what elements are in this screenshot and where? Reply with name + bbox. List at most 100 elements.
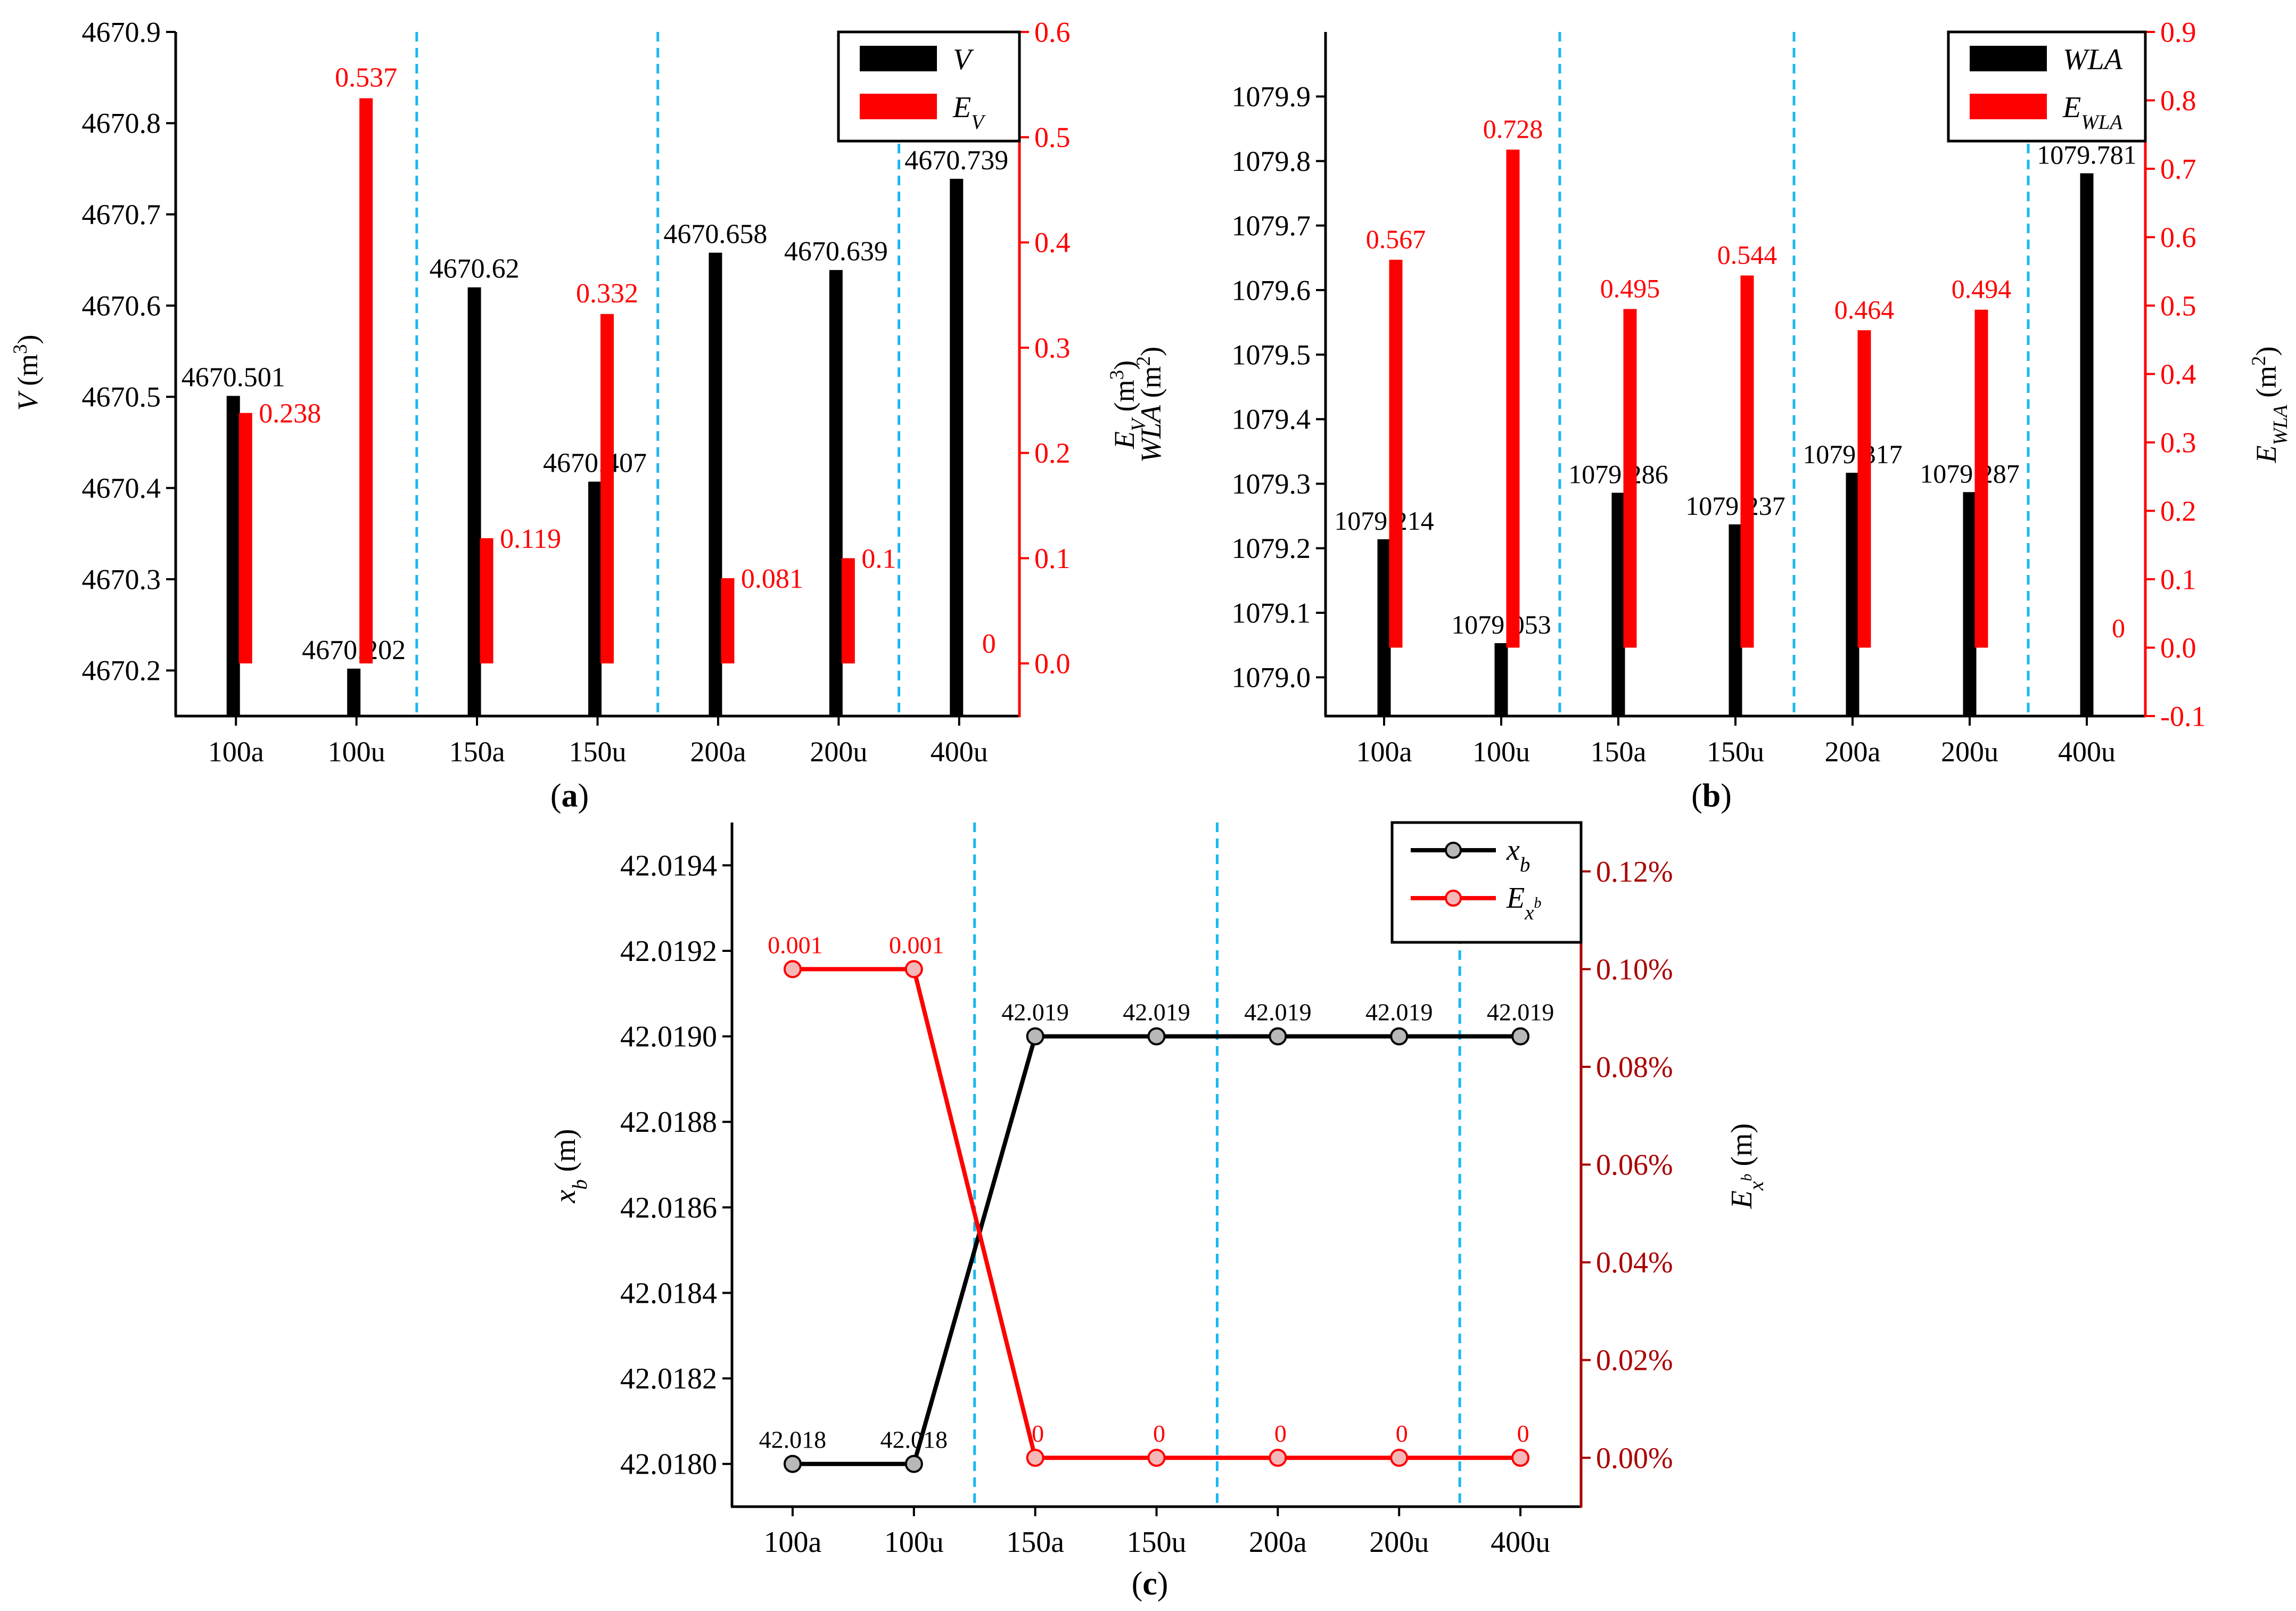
- data-label-V: 4670.202: [302, 635, 406, 665]
- data-label-E_x_b: 0.001: [768, 931, 823, 958]
- point-E_x_b: [1511, 1449, 1530, 1467]
- x-tick-label: 400u: [931, 736, 988, 768]
- x-tick-label: 150u: [1707, 736, 1764, 768]
- data-label-E_V: 0.119: [500, 524, 561, 554]
- point-E_x_b: [1147, 1449, 1166, 1467]
- x-tick-label: 100a: [763, 1526, 821, 1559]
- right-y-tick-label: -0.1: [2160, 700, 2206, 732]
- x-tick-label: 200u: [1369, 1526, 1429, 1559]
- bar-V: [709, 252, 722, 716]
- legend-label: V: [953, 43, 974, 76]
- bar-E_V: [359, 98, 373, 664]
- right-y-tick-label: 0.2: [2160, 495, 2196, 527]
- right-y-axis-title: Exb (m): [1725, 1123, 1768, 1209]
- left-y-tick-label: 1079.1: [1232, 597, 1311, 629]
- right-y-tick-label: 0.0: [1034, 648, 1071, 680]
- right-y-axis-title: EWLA (m2): [2248, 347, 2292, 464]
- point-x_b: [1390, 1027, 1409, 1046]
- left-y-tick-label: 1079.8: [1232, 145, 1311, 177]
- left-y-tick-label: 1079.6: [1232, 274, 1311, 306]
- x-tick-label: 200u: [810, 736, 867, 768]
- x-tick-label: 150a: [449, 736, 505, 768]
- left-y-axis-title: xb (m): [549, 1129, 591, 1203]
- legend-label: WLA: [2063, 43, 2123, 76]
- right-y-tick-label: 0.1: [1034, 543, 1071, 574]
- x-tick-label: 150u: [569, 736, 627, 768]
- data-label-x_b: 42.019: [1123, 999, 1190, 1026]
- bar-E_WLA: [1623, 309, 1637, 648]
- x-tick-label: 400u: [1491, 1526, 1550, 1559]
- x-tick-label: 100u: [884, 1526, 944, 1559]
- data-label-E_V: 0.332: [576, 278, 638, 309]
- left-y-tick-label: 1079.2: [1232, 532, 1311, 564]
- right-y-tick-label: 0.2: [1034, 437, 1071, 469]
- point-x_b: [1026, 1027, 1044, 1046]
- data-label-WLA: 1079.053: [1451, 610, 1551, 639]
- legend-swatch: [860, 94, 937, 119]
- right-y-tick-label: 0.02%: [1596, 1344, 1673, 1377]
- legend-swatch: [860, 46, 937, 71]
- data-label-E_WLA: 0.494: [1952, 274, 2012, 304]
- bar-V: [467, 287, 481, 716]
- data-label-E_V: 0.537: [335, 63, 397, 93]
- data-label-E_WLA: 0.464: [1834, 294, 1895, 324]
- panel-caption: (a): [550, 778, 589, 814]
- legend-box: [1390, 821, 1583, 944]
- bar-V: [829, 270, 843, 716]
- data-label-x_b: 42.018: [880, 1426, 948, 1453]
- left-y-tick-label: 4670.4: [82, 472, 161, 504]
- left-y-tick-label: 4670.5: [82, 381, 161, 413]
- bar-E_V: [841, 558, 855, 664]
- data-label-E_V: 0.081: [741, 564, 803, 594]
- left-y-axis-title: V (m3): [10, 335, 44, 411]
- data-label-x_b: 42.019: [1487, 999, 1554, 1026]
- point-E_x_b: [1390, 1449, 1409, 1467]
- data-label-WLA: 1079.287: [1920, 458, 2020, 488]
- data-label-E_V: 0: [982, 629, 996, 659]
- bar-V: [347, 668, 361, 716]
- right-y-tick-label: 0.08%: [1596, 1051, 1673, 1084]
- data-label-WLA: 1079.214: [1334, 506, 1434, 536]
- data-label-x_b: 42.019: [1244, 999, 1312, 1026]
- right-y-tick-label: 0.4: [1034, 227, 1071, 259]
- data-label-WLA: 1079.781: [2037, 139, 2137, 169]
- bar-E_WLA: [1506, 150, 1520, 648]
- left-y-tick-label: 4670.3: [82, 563, 161, 595]
- panel-caption: (b): [1691, 778, 1732, 814]
- point-x_b: [783, 1454, 802, 1473]
- legend-swatch: [1970, 94, 2047, 119]
- bar-WLA: [1494, 643, 1508, 716]
- bar-E_WLA: [1740, 275, 1754, 648]
- data-label-E_V: 0.1: [861, 544, 896, 574]
- left-y-tick-label: 42.0186: [620, 1191, 717, 1224]
- x-tick-label: 100a: [208, 736, 264, 768]
- right-y-axis-title: EV (m3): [1106, 360, 1150, 449]
- bar-E_V: [238, 413, 252, 664]
- left-y-tick-label: 1079.0: [1232, 662, 1311, 694]
- bar-E_WLA: [1974, 309, 1988, 648]
- left-y-tick-label: 4670.6: [82, 290, 161, 322]
- legend-swatch: [1970, 46, 2047, 71]
- right-y-tick-label: 0.04%: [1596, 1246, 1673, 1279]
- left-y-tick-label: 42.0184: [620, 1277, 717, 1310]
- panel-a: 4670.2 4670.3 4670.4 4670.5 4670.6 4670.7 4670…: [10, 16, 1150, 814]
- x-tick-label: 200a: [690, 736, 746, 768]
- left-y-tick-label: 4670.9: [82, 16, 161, 48]
- x-tick-label: 400u: [2058, 736, 2116, 768]
- left-y-tick-label: 1079.5: [1232, 339, 1311, 371]
- data-label-E_x_b: 0: [1517, 1420, 1529, 1447]
- right-y-tick-label: 0.1: [2160, 563, 2196, 595]
- x-tick-label: 150u: [1127, 1526, 1187, 1559]
- bar-WLA: [1963, 492, 1977, 716]
- line-x_b: [792, 1034, 1521, 1466]
- right-y-tick-label: 0.12%: [1596, 856, 1673, 889]
- x-tick-label: 200a: [1249, 1526, 1307, 1559]
- bar-V: [588, 481, 602, 716]
- data-label-V: 4670.658: [663, 219, 767, 250]
- legend-label: xb: [1506, 834, 1530, 876]
- x-tick-label: 100u: [1472, 736, 1530, 768]
- right-y-tick-label: 0.5: [1034, 121, 1071, 153]
- panel-caption: (c): [1132, 1566, 1168, 1602]
- data-label-V: 4670.639: [784, 236, 888, 267]
- point-E_x_b: [904, 960, 923, 979]
